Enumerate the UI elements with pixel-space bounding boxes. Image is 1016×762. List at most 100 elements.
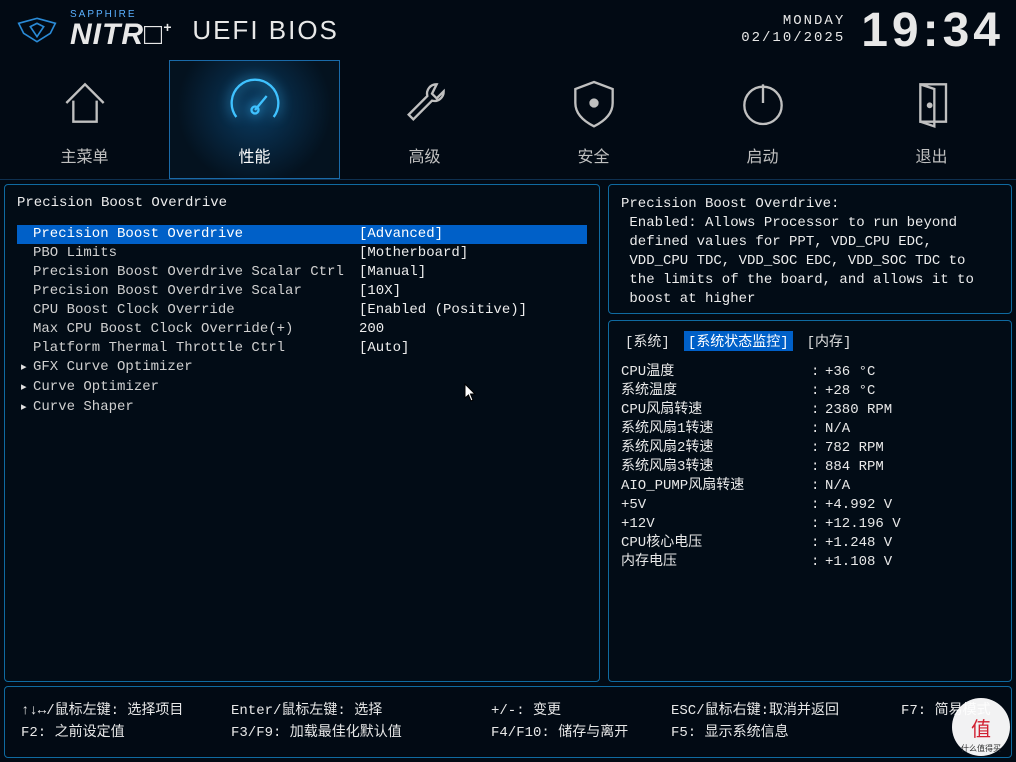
nav-tab-boot[interactable]: 启动 [678, 60, 847, 179]
submenu-arrow-icon [21, 244, 33, 263]
wrench-icon [397, 75, 453, 131]
submenu-arrow-icon [21, 398, 33, 418]
status-colon: : [811, 401, 825, 420]
status-colon: : [811, 439, 825, 458]
status-label: AIO_PUMP风扇转速 [621, 477, 811, 496]
status-colon: : [811, 534, 825, 553]
status-tab-memory[interactable]: 内存 [803, 331, 856, 351]
status-colon: : [811, 515, 825, 534]
submenu-arrow-icon [21, 339, 33, 358]
setting-value: [Motherboard] [359, 244, 583, 263]
description-body: Enabled: Allows Processor to run beyond … [621, 214, 999, 309]
nav-tab-security[interactable]: 安全 [509, 60, 678, 179]
setting-label: Max CPU Boost Clock Override(+) [33, 320, 359, 339]
date-block: MONDAY 02/10/2025 [741, 13, 845, 47]
settings-row[interactable]: PBO Limits[Motherboard] [17, 244, 587, 263]
submenu-arrow-icon [21, 378, 33, 398]
status-panel: 系统 系统状态监控 内存 CPU温度: +36 °C系统温度: +28 °CCP… [608, 320, 1012, 682]
settings-section-title: Precision Boost Overdrive [17, 195, 587, 211]
status-tab-system[interactable]: 系统 [621, 331, 674, 351]
sapphire-logo-icon [12, 15, 62, 45]
description-panel: Precision Boost Overdrive: Enabled: Allo… [608, 184, 1012, 314]
setting-label: Curve Optimizer [33, 378, 359, 398]
power-icon [735, 75, 791, 131]
status-value: +4.992 V [825, 496, 892, 515]
brand-nitro-label: NITR□+ [70, 20, 172, 50]
nav-tab-exit[interactable]: 退出 [847, 60, 1016, 179]
setting-label: Precision Boost Overdrive Scalar [33, 282, 359, 301]
status-value: N/A [825, 420, 850, 439]
setting-value: [Auto] [359, 339, 583, 358]
exit-door-icon [904, 75, 960, 131]
hint-change: +/-: 变更 [491, 700, 671, 722]
submenu-arrow-icon [21, 263, 33, 282]
status-row: CPU温度: +36 °C [621, 363, 999, 382]
status-label: 系统风扇2转速 [621, 439, 811, 458]
home-icon [57, 75, 113, 131]
settings-row[interactable]: Platform Thermal Throttle Ctrl[Auto] [17, 339, 587, 358]
nav-tab-performance[interactable]: 性能 [169, 60, 340, 179]
status-value: N/A [825, 477, 850, 496]
setting-value: [Manual] [359, 263, 583, 282]
footer-hints: ↑↓↔/鼠标左键: 选择项目 Enter/鼠标左键: 选择 +/-: 变更 ES… [4, 686, 1012, 758]
setting-label: Precision Boost Overdrive [33, 225, 359, 244]
status-colon: : [811, 496, 825, 515]
status-value: +12.196 V [825, 515, 901, 534]
status-row: CPU核心电压: +1.248 V [621, 534, 999, 553]
status-list: CPU温度: +36 °C系统温度: +28 °CCPU风扇转速: 2380 R… [621, 363, 999, 572]
status-value: +36 °C [825, 363, 875, 382]
status-value: 2380 RPM [825, 401, 892, 420]
smzdm-watermark: 值 什么值得买 [952, 698, 1010, 756]
submenu-arrow-icon [21, 301, 33, 320]
status-label: 系统温度 [621, 382, 811, 401]
shield-icon [566, 75, 622, 131]
status-row: +12V: +12.196 V [621, 515, 999, 534]
status-tabs: 系统 系统状态监控 内存 [621, 331, 999, 351]
status-label: 系统风扇1转速 [621, 420, 811, 439]
status-value: +1.248 V [825, 534, 892, 553]
settings-list: Precision Boost Overdrive[Advanced]PBO L… [17, 225, 587, 418]
settings-row[interactable]: CPU Boost Clock Override[Enabled (Positi… [17, 301, 587, 320]
status-label: CPU风扇转速 [621, 401, 811, 420]
settings-row[interactable]: Precision Boost Overdrive[Advanced] [17, 225, 587, 244]
setting-value: [Advanced] [359, 225, 583, 244]
setting-value: [10X] [359, 282, 583, 301]
status-row: 系统风扇2转速: 782 RPM [621, 439, 999, 458]
status-label: +12V [621, 515, 811, 534]
setting-label: GFX Curve Optimizer [33, 358, 359, 378]
clock-time: 19:34 [861, 3, 1004, 58]
setting-label: CPU Boost Clock Override [33, 301, 359, 320]
status-row: +5V: +4.992 V [621, 496, 999, 515]
main-nav: 主菜单 性能 高级 安全 启动 退出 [0, 60, 1016, 180]
setting-label: Platform Thermal Throttle Ctrl [33, 339, 359, 358]
settings-panel: Precision Boost Overdrive Precision Boos… [4, 184, 600, 682]
settings-submenu-item[interactable]: Curve Optimizer [17, 378, 587, 398]
setting-label: PBO Limits [33, 244, 359, 263]
status-row: 系统风扇1转速: N/A [621, 420, 999, 439]
nav-tab-advanced[interactable]: 高级 [340, 60, 509, 179]
status-tab-monitor[interactable]: 系统状态监控 [684, 331, 793, 351]
status-colon: : [811, 553, 825, 572]
settings-submenu-item[interactable]: GFX Curve Optimizer [17, 358, 587, 378]
status-value: 884 RPM [825, 458, 884, 477]
hint-defaults: F3/F9: 加载最佳化默认值 [231, 722, 491, 744]
status-value: 782 RPM [825, 439, 884, 458]
settings-submenu-item[interactable]: Curve Shaper [17, 398, 587, 418]
status-label: CPU温度 [621, 363, 811, 382]
submenu-arrow-icon [21, 358, 33, 378]
status-label: 内存电压 [621, 553, 811, 572]
setting-label: Curve Shaper [33, 398, 359, 418]
settings-row[interactable]: Precision Boost Overdrive Scalar Ctrl[Ma… [17, 263, 587, 282]
settings-row[interactable]: Precision Boost Overdrive Scalar[10X] [17, 282, 587, 301]
brand-block: SAPPHIRE NITR□+ [12, 10, 172, 50]
status-colon: : [811, 420, 825, 439]
status-label: CPU核心电压 [621, 534, 811, 553]
hint-sysinfo: F5: 显示系统信息 [671, 722, 901, 744]
status-colon: : [811, 458, 825, 477]
settings-row[interactable]: Max CPU Boost Clock Override(+)200 [17, 320, 587, 339]
bios-title: UEFI BIOS [192, 15, 339, 46]
nav-tab-main-menu[interactable]: 主菜单 [0, 60, 169, 179]
description-title: Precision Boost Overdrive: [621, 195, 999, 214]
status-colon: : [811, 477, 825, 496]
setting-label: Precision Boost Overdrive Scalar Ctrl [33, 263, 359, 282]
